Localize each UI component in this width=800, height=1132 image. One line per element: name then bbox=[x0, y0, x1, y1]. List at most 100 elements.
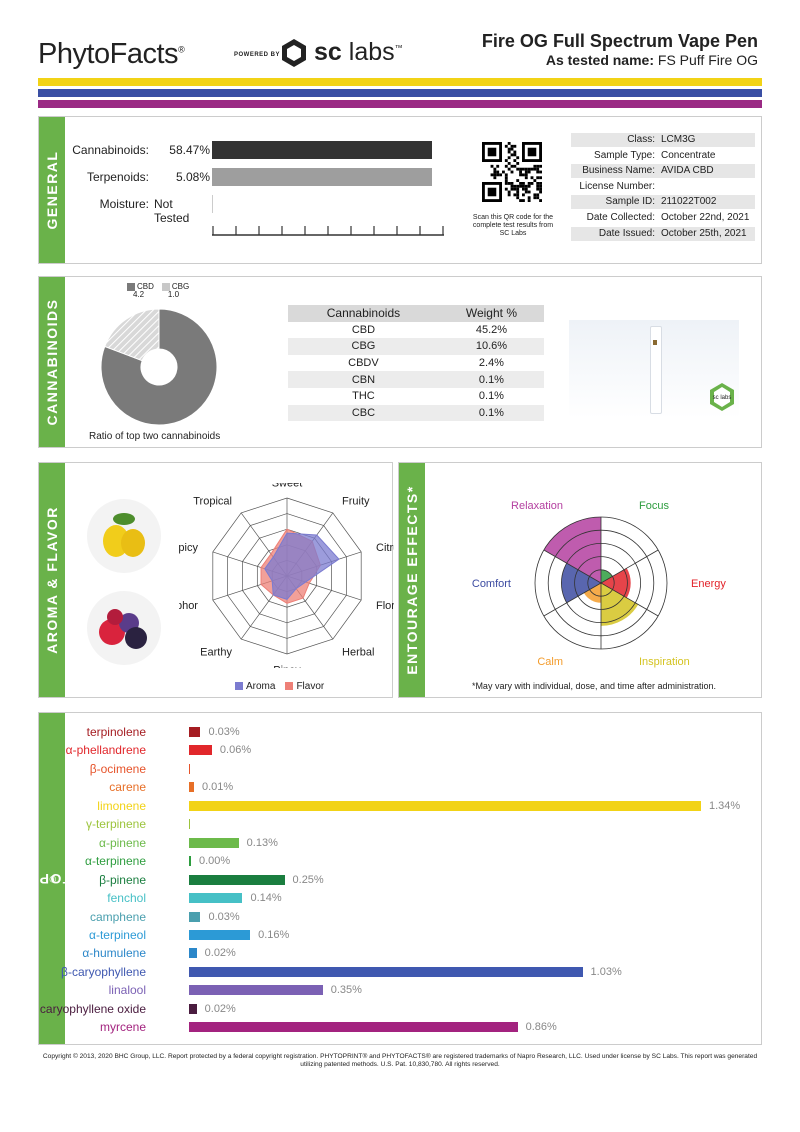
brand-light: labs bbox=[348, 38, 395, 66]
effect-spoke bbox=[600, 582, 659, 617]
cannabinoid-weight: 45.2% bbox=[475, 323, 508, 336]
cannabinoid-name: CBD bbox=[351, 323, 376, 336]
aroma-radar-chart: Sweet Fruity Citrusy Floral Herbal Piney Earth… bbox=[179, 483, 394, 668]
terpene-value: 0.13% bbox=[246, 836, 278, 849]
brand-mark: ™ bbox=[394, 43, 403, 53]
entourage-tab-label: ENTOURAGE EFFECTS* bbox=[404, 485, 420, 675]
effect-label: Focus bbox=[639, 500, 669, 512]
general-label: Moisture: bbox=[99, 197, 149, 211]
terpene-name: γ-terpinene bbox=[85, 817, 146, 832]
effect-label: Relaxation bbox=[511, 500, 563, 512]
entourage-panel: ENTOURAGE EFFECTS* Focus Energy Inspiratio… bbox=[398, 462, 762, 698]
info-key: Date Collected: bbox=[586, 212, 655, 223]
logo-text: PhytoFacts bbox=[38, 38, 179, 70]
phytoprint-panel: PHYTOPRINT ® terpinolene 0.03% α-phellandr… bbox=[0, 712, 763, 1045]
terpene-row: limonene 1.34% bbox=[39, 797, 763, 815]
terpene-value: 1.34% bbox=[709, 799, 741, 812]
terpene-value: 1.03% bbox=[590, 965, 622, 978]
terpene-bar bbox=[189, 745, 212, 756]
terpene-bar bbox=[189, 856, 191, 867]
effect-label: Energy bbox=[691, 578, 726, 590]
legend-value: 4.2 bbox=[133, 290, 145, 300]
cannabinoid-weight: 0.1% bbox=[478, 390, 504, 403]
cannabinoid-legend: CBD 4.2 CBG 1.0 bbox=[127, 283, 197, 299]
table-row: CBDV 2.4% bbox=[288, 355, 544, 372]
info-key: Sample Type: bbox=[594, 149, 655, 161]
info-value: Concentrate bbox=[661, 149, 716, 161]
legend-name: CBD bbox=[137, 282, 154, 292]
sc-labs-hex-icon bbox=[282, 39, 306, 67]
terpene-value: 0.02% bbox=[204, 1002, 236, 1015]
pen-button bbox=[653, 340, 657, 345]
powered-by-label: POWERED BY bbox=[234, 52, 281, 58]
lemon-image bbox=[87, 499, 161, 573]
effect-label: Calm bbox=[537, 656, 563, 668]
legend-swatch bbox=[161, 283, 170, 291]
effect-spoke bbox=[543, 549, 602, 584]
raspberry-shape bbox=[107, 609, 123, 625]
entourage-effects-chart: Focus Energy Inspiration Calm Comfort Relaxat… bbox=[472, 500, 726, 668]
terpene-name: myrcene bbox=[99, 1020, 146, 1035]
terpene-name: α-terpineol bbox=[89, 927, 146, 942]
terpene-name: linalool bbox=[108, 983, 146, 998]
legend-item: Aroma bbox=[235, 681, 275, 692]
terpene-value: 0.06% bbox=[219, 744, 252, 757]
terpene-value: 0.16% bbox=[258, 928, 290, 941]
aroma-series bbox=[264, 532, 340, 600]
terpene-bar bbox=[189, 929, 251, 940]
cannabinoid-weight: 0.1% bbox=[438, 404, 544, 422]
terpene-name: α-pinene bbox=[99, 835, 146, 850]
aroma-tab-label: AROMA & FLAVOR bbox=[44, 506, 60, 654]
info-key: Business Name: bbox=[582, 165, 655, 177]
radar-axis-label: Citrusy bbox=[376, 542, 394, 554]
effect-sector bbox=[601, 583, 639, 626]
radar-axis-label: Sweet bbox=[272, 483, 303, 489]
radar-axis-label: Camphor bbox=[179, 600, 198, 612]
general-tab-label: GENERAL bbox=[44, 150, 60, 230]
effect-spoke bbox=[543, 582, 602, 617]
qr-code[interactable] bbox=[482, 142, 542, 202]
terpene-name: carene bbox=[109, 780, 146, 795]
effect-label: Inspiration bbox=[639, 656, 690, 668]
stripe-yellow bbox=[38, 78, 762, 86]
cannabinoid-name: THC bbox=[352, 390, 375, 403]
terpene-name: β-ocimene bbox=[89, 761, 146, 776]
cannabinoid-name: CBG bbox=[288, 338, 439, 355]
cannabinoid-name: CBC bbox=[288, 404, 439, 422]
radar-axis-label: Piney bbox=[273, 665, 301, 668]
terpene-bar bbox=[189, 837, 239, 848]
table-row: CBD 45.2% bbox=[288, 322, 544, 339]
terpene-name: α-terpinene bbox=[85, 854, 146, 869]
terpene-bar bbox=[189, 763, 190, 774]
terpene-name: caryophyllene oxide bbox=[39, 1001, 146, 1016]
radar-axis-label: Earthy bbox=[200, 647, 232, 659]
info-row: Date Issued: October 25th, 2021 bbox=[571, 226, 755, 241]
phytofacts-logo: PhytoFacts® bbox=[38, 38, 185, 71]
terpene-row: α-terpinene 0.00% bbox=[39, 852, 763, 870]
effect-spoke bbox=[600, 549, 659, 584]
terpene-bar bbox=[189, 911, 201, 922]
cannabinoid-weight: 10.6% bbox=[438, 338, 544, 355]
terpene-bar bbox=[189, 874, 285, 885]
general-bar bbox=[212, 141, 433, 159]
pie-slice-cbd bbox=[100, 308, 218, 426]
terpene-value: 0.25% bbox=[292, 873, 324, 886]
cannabinoids-panel: CANNABINOIDS CBD 4.2CBG 1.0 Ratio of top t… bbox=[38, 276, 762, 448]
terpene-row: γ-terpinene bbox=[39, 815, 763, 833]
terpene-value: 0.86% bbox=[525, 1021, 557, 1034]
general-tab: GENERAL bbox=[39, 117, 65, 263]
terpene-value: 0.02% bbox=[204, 947, 236, 960]
terpene-row: β-ocimene bbox=[39, 760, 763, 778]
effect-sector bbox=[601, 568, 631, 598]
general-panel: GENERAL Cannabinoids: 58.47% Terpenoids: 5.… bbox=[38, 116, 762, 264]
cannabinoid-weight: 2.4% bbox=[478, 357, 504, 370]
brand-bold: sc bbox=[314, 38, 342, 66]
terpene-row: caryophyllene oxide 0.02% bbox=[39, 1000, 763, 1018]
info-key: Date Issued: bbox=[598, 227, 655, 239]
stripe-blue bbox=[38, 89, 762, 97]
aroma-panel: AROMA & FLAVOR Sweet Fruity Citrusy Floral H… bbox=[38, 462, 394, 698]
terpene-bar bbox=[189, 727, 201, 737]
terpene-bar bbox=[189, 819, 190, 830]
radar-axis-label: Spicy bbox=[179, 542, 198, 554]
terpene-row: myrcene 0.86% bbox=[39, 1018, 763, 1036]
